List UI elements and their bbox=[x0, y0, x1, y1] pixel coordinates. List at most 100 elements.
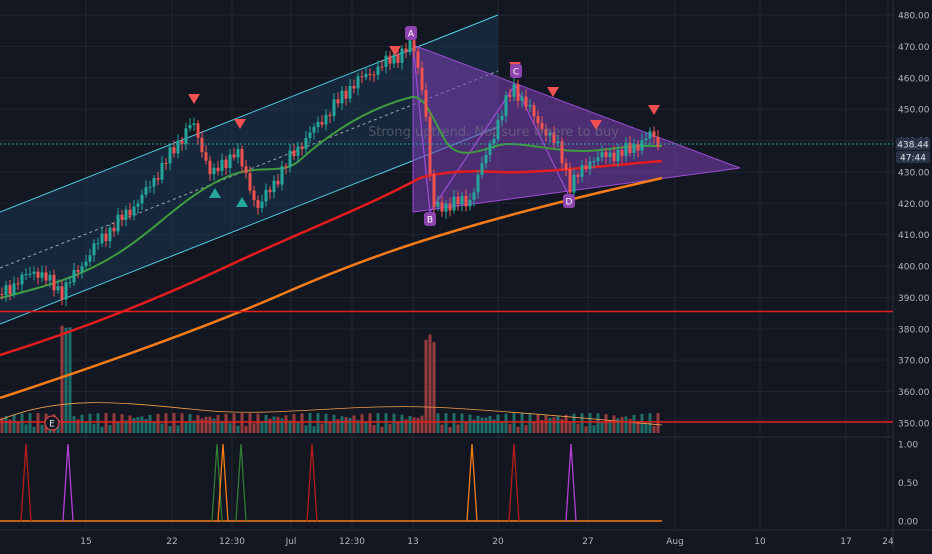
candle-body bbox=[228, 154, 232, 169]
volume-bar bbox=[4, 415, 8, 433]
candle-body bbox=[52, 274, 56, 291]
volume-bar bbox=[540, 420, 544, 433]
candle-body bbox=[296, 146, 300, 156]
volume-bar bbox=[260, 420, 264, 433]
candle-body bbox=[400, 48, 404, 63]
moving-average-mid-line bbox=[0, 159, 663, 357]
candle-body bbox=[312, 126, 316, 133]
volume-bar bbox=[436, 413, 440, 433]
candle-body bbox=[20, 274, 24, 285]
volume-bar bbox=[392, 413, 396, 433]
candle-body bbox=[340, 90, 344, 104]
volume-bar bbox=[484, 417, 488, 433]
volume-bar bbox=[0, 417, 4, 433]
volume-bar bbox=[248, 413, 252, 433]
volume-bar bbox=[204, 416, 208, 433]
candle-body bbox=[524, 96, 528, 107]
candle-body bbox=[220, 159, 224, 172]
volume-bar bbox=[36, 413, 40, 433]
price-tick-label: 460.00 bbox=[898, 74, 930, 84]
volume-bar bbox=[376, 413, 380, 433]
volume-bar bbox=[508, 424, 512, 433]
volume-bar bbox=[152, 421, 156, 433]
candle-body bbox=[488, 143, 492, 155]
volume-bar bbox=[388, 424, 392, 433]
moving-average-long-line bbox=[0, 176, 663, 400]
candle-body bbox=[304, 137, 308, 149]
pattern-point-badge bbox=[563, 194, 575, 208]
candle-body bbox=[212, 167, 216, 175]
volume-bar bbox=[360, 414, 364, 433]
candle-body bbox=[604, 152, 608, 158]
volume-bar bbox=[476, 415, 480, 433]
volume-bar bbox=[568, 421, 572, 433]
candle-body bbox=[128, 209, 132, 216]
countdown-value: 47:44 bbox=[900, 154, 926, 164]
volume-bar bbox=[372, 424, 376, 433]
volume-bar bbox=[488, 415, 492, 433]
volume-bar bbox=[460, 413, 464, 433]
candle-body bbox=[284, 166, 288, 168]
candle-body bbox=[140, 194, 144, 204]
candle-body bbox=[576, 174, 580, 177]
candle-body bbox=[500, 115, 504, 121]
candle-body bbox=[348, 85, 352, 99]
volume-bar bbox=[188, 414, 192, 433]
candle-body bbox=[412, 40, 416, 52]
candle-body bbox=[456, 196, 460, 205]
volume-bar bbox=[520, 413, 524, 433]
candle-body bbox=[300, 146, 304, 149]
pattern-point-label: A bbox=[408, 30, 415, 40]
last-price-value: 438.44 bbox=[897, 141, 929, 151]
candle-body bbox=[184, 128, 188, 144]
sell-marker-icon bbox=[389, 46, 401, 56]
volume-bar bbox=[196, 415, 200, 433]
candle-body bbox=[468, 199, 472, 207]
candle-body bbox=[648, 131, 652, 139]
volume-bar bbox=[492, 419, 496, 433]
candle-body bbox=[620, 149, 624, 156]
candle-body bbox=[148, 186, 152, 188]
candle-body bbox=[124, 209, 128, 220]
candle-body bbox=[616, 149, 620, 162]
price-tick-label: 350.00 bbox=[898, 419, 930, 429]
volume-bar bbox=[500, 421, 504, 433]
candle-body bbox=[236, 149, 240, 158]
signal-spike bbox=[217, 443, 229, 522]
candle-body bbox=[200, 137, 204, 153]
time-axis[interactable]: 15 22 12:30 Jul 12:30 13 20 27 Aug 10 17 24 bbox=[80, 537, 894, 547]
candle-body bbox=[144, 187, 148, 195]
candle-body bbox=[588, 161, 592, 170]
volume-bar bbox=[384, 413, 388, 433]
signal-indicator-pane: 1.00 0.50 0.00 bbox=[0, 441, 918, 528]
volume-bar bbox=[344, 417, 348, 433]
candle-body bbox=[540, 123, 544, 130]
candle-body bbox=[292, 150, 296, 156]
volume-bar bbox=[24, 424, 28, 433]
volume-bar bbox=[180, 413, 184, 433]
price-tick-label: 390.00 bbox=[898, 294, 930, 304]
candle-body bbox=[92, 243, 96, 256]
volume-bar bbox=[136, 417, 140, 433]
candle-body bbox=[516, 84, 520, 101]
time-tick-label: 17 bbox=[840, 537, 851, 547]
candle-body bbox=[68, 282, 72, 284]
event-marker[interactable]: E bbox=[44, 415, 60, 431]
candle-body bbox=[16, 283, 20, 285]
pattern-point-badge bbox=[424, 212, 436, 226]
volume-bar bbox=[16, 421, 20, 433]
volume-bar bbox=[560, 419, 564, 433]
candle-body bbox=[116, 214, 120, 232]
candle-body bbox=[96, 243, 100, 245]
price-tick-label: 420.00 bbox=[898, 200, 930, 210]
candle-body bbox=[324, 114, 328, 125]
volume-bar bbox=[20, 413, 24, 433]
candle-body bbox=[408, 40, 412, 53]
volume-bar bbox=[292, 414, 296, 433]
volume-bar bbox=[172, 413, 176, 433]
candle-body bbox=[8, 285, 12, 294]
candle-body bbox=[492, 138, 496, 144]
candle-body bbox=[56, 286, 60, 291]
